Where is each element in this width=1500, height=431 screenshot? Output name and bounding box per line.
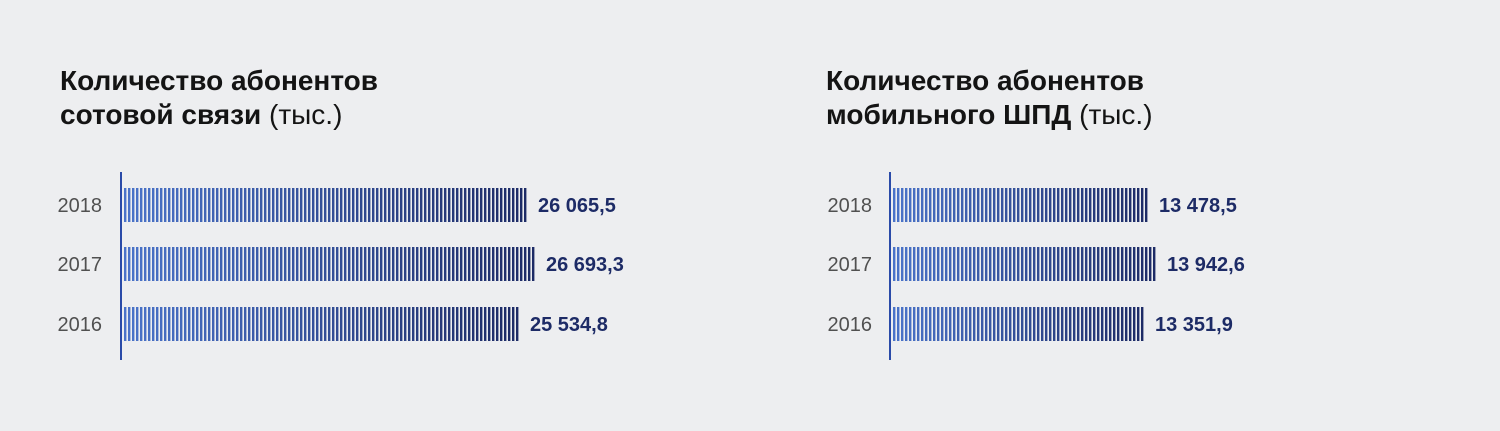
title-line1: Количество абонентов — [60, 64, 378, 98]
bar — [893, 247, 1155, 281]
chart-panel-cellular: Количество абонентов сотовой связи (тыс.… — [0, 0, 760, 431]
data-label: 13 942,6 — [1167, 254, 1245, 276]
title-line1: Количество абонентов — [826, 64, 1153, 98]
bar — [124, 247, 534, 281]
bar-chart-cellular: 2018 26 065,5 2017 26 693,3 2016 25 534,8 — [0, 160, 760, 370]
y-tick-label: 2018 — [828, 195, 873, 217]
title-line2: сотовой связи — [60, 99, 261, 130]
bar — [124, 188, 526, 222]
data-label: 26 065,5 — [538, 195, 616, 217]
y-tick-label: 2017 — [828, 254, 873, 276]
y-tick-label: 2017 — [58, 254, 103, 276]
bar — [893, 188, 1147, 222]
chart-panel-mobile-broadband: Количество абонентов мобильного ШПД (тыс… — [768, 0, 1500, 431]
data-label: 25 534,8 — [530, 314, 608, 336]
data-label: 13 478,5 — [1159, 195, 1237, 217]
y-tick-label: 2016 — [58, 314, 103, 336]
data-label: 13 351,9 — [1155, 314, 1233, 336]
title-unit: (тыс.) — [269, 99, 342, 130]
chart-title-cellular: Количество абонентов сотовой связи (тыс.… — [60, 64, 378, 132]
y-tick-label: 2016 — [828, 314, 873, 336]
bar-chart-mobile-broadband: 2018 13 478,5 2017 13 942,6 2016 13 351,9 — [768, 160, 1500, 370]
title-unit: (тыс.) — [1079, 99, 1152, 130]
y-tick-label: 2018 — [58, 195, 103, 217]
title-line2: мобильного ШПД — [826, 99, 1071, 130]
data-label: 26 693,3 — [546, 254, 624, 276]
bar — [893, 307, 1143, 341]
bar — [124, 307, 518, 341]
chart-title-mobile-broadband: Количество абонентов мобильного ШПД (тыс… — [826, 64, 1153, 132]
